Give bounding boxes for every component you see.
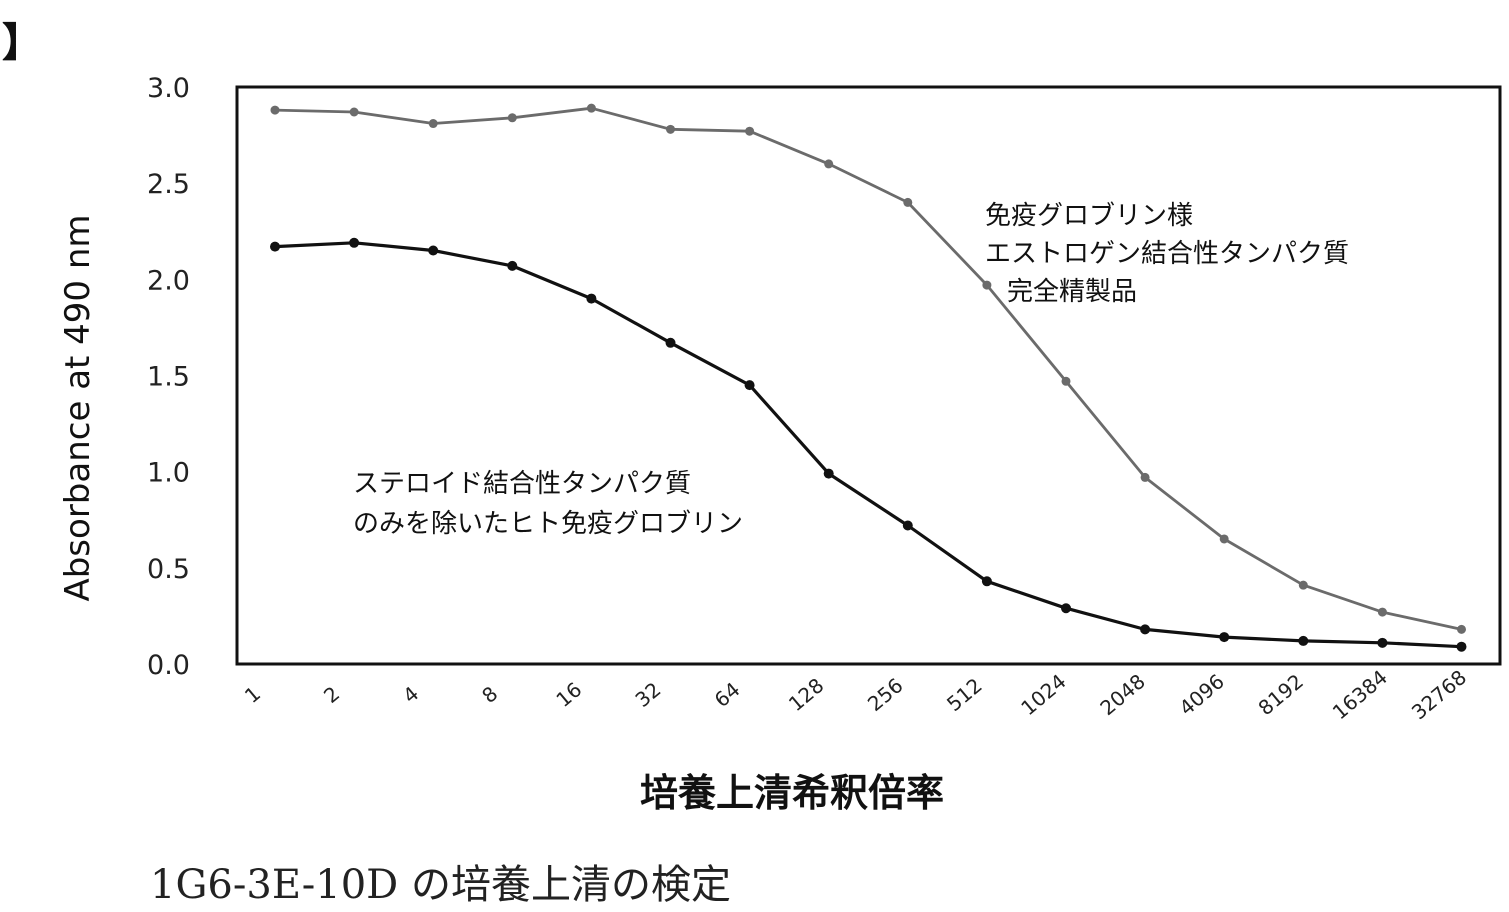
data-point xyxy=(586,294,596,304)
data-point xyxy=(1377,638,1387,648)
data-point xyxy=(270,242,280,252)
x-tick-label: 8 xyxy=(477,681,502,708)
y-tick-label: 2.0 xyxy=(147,265,190,296)
data-point xyxy=(1299,581,1308,590)
y-axis-label: Absorbance at 490 nm xyxy=(58,214,98,601)
data-point xyxy=(666,338,676,348)
x-tick-label: 64 xyxy=(710,677,745,712)
x-tick-label: 16384 xyxy=(1328,665,1392,724)
x-tick-label: 32 xyxy=(631,677,666,712)
corner-bracket-mark: 】 xyxy=(2,10,42,68)
x-tick-label: 4 xyxy=(398,681,423,708)
x-tick-label: 16 xyxy=(551,677,586,712)
data-point xyxy=(429,119,438,128)
data-point xyxy=(1062,377,1071,386)
y-tick-label: 1.0 xyxy=(147,458,190,489)
data-point xyxy=(903,521,913,531)
x-tick-label: 1024 xyxy=(1016,669,1070,720)
y-tick-label: 3.0 xyxy=(147,73,190,104)
data-point xyxy=(1061,603,1071,613)
data-point xyxy=(271,106,280,115)
series-layer xyxy=(270,104,1467,652)
y-tick-label: 0.5 xyxy=(147,554,190,585)
x-tick-label: 4096 xyxy=(1174,669,1228,720)
series-label-line: のみを除いたヒト免疫グロブリン xyxy=(353,509,743,539)
data-point xyxy=(1378,608,1387,617)
data-point xyxy=(824,469,834,479)
data-point xyxy=(1219,632,1229,642)
x-tick-label: 2048 xyxy=(1095,669,1149,720)
y-tick-label: 0.0 xyxy=(147,650,190,681)
data-point xyxy=(349,238,359,248)
x-tick-label: 1 xyxy=(240,681,265,708)
data-point xyxy=(428,245,438,255)
absorbance-chart: 0.0 0.5 1.0 1.5 2.0 2.5 3.0 1 2 4 8 16 32 64 128 256 51… xyxy=(0,0,1509,850)
data-point xyxy=(824,159,833,168)
data-point xyxy=(745,380,755,390)
x-tick-label: 32768 xyxy=(1407,665,1471,724)
x-axis-label: 培養上清希釈倍率 xyxy=(640,771,944,815)
data-point xyxy=(508,113,517,122)
y-tick-label: 1.5 xyxy=(147,362,190,393)
data-point xyxy=(666,125,675,134)
x-tick-label: 256 xyxy=(863,673,908,716)
plot-frame xyxy=(237,87,1500,664)
data-point xyxy=(903,198,912,207)
series-label-line: 完全精製品 xyxy=(1007,277,1137,307)
x-tick-label: 2 xyxy=(319,681,344,708)
data-point xyxy=(1457,625,1466,634)
data-point xyxy=(1140,624,1150,634)
data-point xyxy=(745,127,754,136)
data-point xyxy=(350,108,359,117)
y-tick-labels: 0.0 0.5 1.0 1.5 2.0 2.5 3.0 xyxy=(147,73,190,681)
data-point xyxy=(587,104,596,113)
data-point xyxy=(1141,473,1150,482)
figure-caption: 1G6-3E-10D の培養上清の検定 xyxy=(150,852,731,910)
series-label-line: エストロゲン結合性タンパク質 xyxy=(985,239,1349,269)
x-tick-label: 128 xyxy=(784,673,829,716)
series-label-line: 免疫グロブリン様 xyxy=(985,201,1193,231)
series-label-line: ステロイド結合性タンパク質 xyxy=(353,469,691,499)
data-point xyxy=(1220,534,1229,543)
data-point xyxy=(1457,642,1467,652)
x-tick-label: 512 xyxy=(942,673,987,716)
data-point xyxy=(1298,636,1308,646)
data-point xyxy=(507,261,517,271)
data-point xyxy=(982,281,991,290)
series-line xyxy=(275,108,1462,629)
series-line xyxy=(275,243,1462,647)
data-point xyxy=(982,576,992,586)
x-tick-label: 8192 xyxy=(1254,669,1308,720)
x-tick-labels: 1 2 4 8 16 32 64 128 256 512 1024 2048 4096 8192 16384… xyxy=(240,665,1471,724)
y-tick-label: 2.5 xyxy=(147,169,190,200)
